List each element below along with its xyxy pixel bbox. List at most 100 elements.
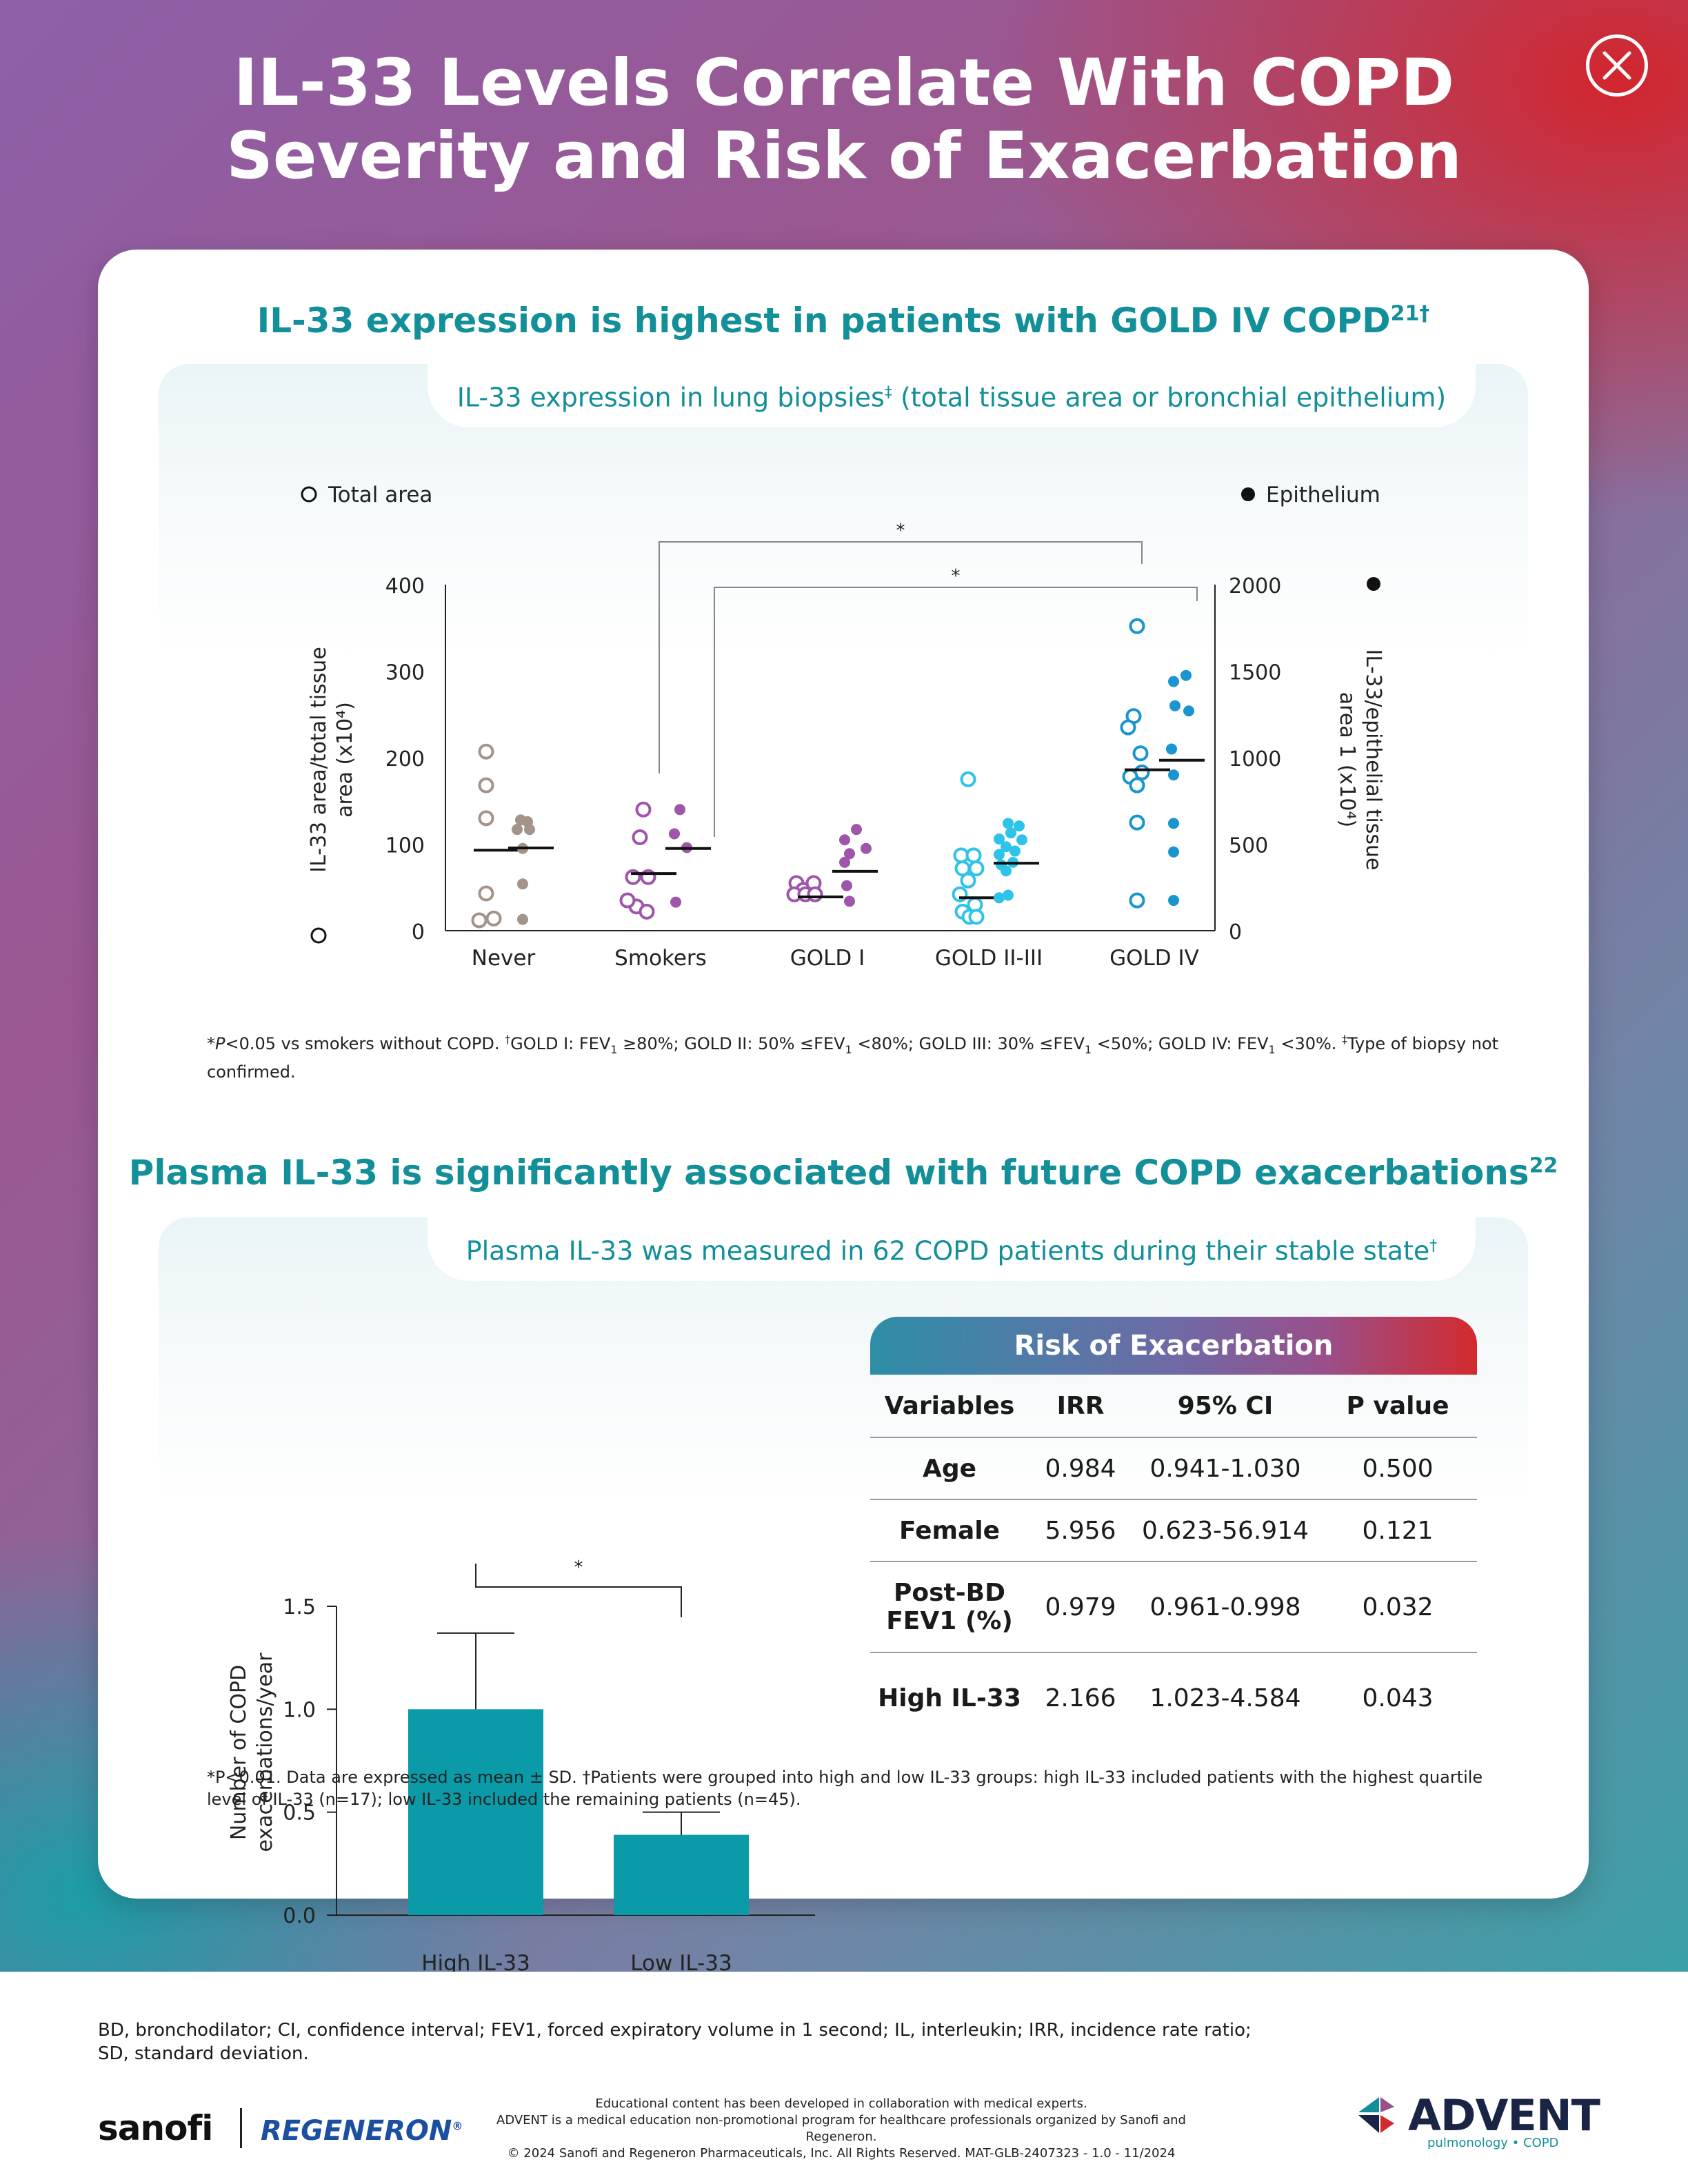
x-tick-label: GOLD IV [1109, 946, 1199, 971]
data-point-epithelium [844, 896, 855, 907]
data-point-epithelium [1009, 845, 1021, 857]
section2-subtitle-sup: † [1429, 1237, 1438, 1255]
legend-filled-marker [1367, 577, 1380, 591]
section1-title-sup: 21† [1390, 301, 1430, 326]
risk-cell-variable: Age [870, 1437, 1029, 1500]
data-point-epithelium [512, 824, 523, 836]
abbreviations-line1: BD, bronchodilator; CI, confidence inter… [98, 2020, 1252, 2041]
data-point-epithelium [839, 856, 850, 868]
risk-table-row: High IL-33 2.166 1.023-4.584 0.043 [870, 1652, 1477, 1743]
data-point-epithelium [1180, 669, 1192, 681]
bar-significance-label: * [574, 1557, 583, 1578]
legend-open-marker [310, 927, 327, 944]
data-point-total-area [478, 743, 494, 760]
data-point-total-area [639, 903, 655, 920]
section1-panel: IL-33 expression in lung biopsies‡ (tota… [159, 364, 1528, 660]
data-point-epithelium [994, 833, 1005, 845]
risk-table-header-row: Variables IRR 95% CI P value [870, 1375, 1477, 1438]
section2-subtitle: Plasma IL-33 was measured in 62 COPD pat… [428, 1217, 1476, 1281]
section1-subtitle: IL-33 expression in lung biopsies‡ (tota… [428, 364, 1476, 427]
y-axis-left-title: IL-33 area/total tissue area (x10⁴) [307, 647, 357, 944]
legend-epithelium-icon [1241, 487, 1255, 501]
y-axis-right-title-line2: area 1 (x10⁴) [1335, 692, 1359, 827]
bar-y-tick-label: 0.5 [283, 1801, 316, 1826]
y-tick-left: 300 [385, 661, 425, 685]
close-button[interactable] [1586, 34, 1648, 97]
bar-y-tick-label: 1.0 [283, 1698, 316, 1722]
risk-table-row: Female 5.956 0.623-56.914 0.121 [870, 1499, 1477, 1562]
data-point-total-area [968, 860, 985, 877]
data-point-total-area [478, 810, 494, 827]
advent-logo: ADVENT pulmonology • COPD [1352, 2090, 1600, 2152]
risk-cell-ci: 0.961-0.998 [1132, 1561, 1318, 1653]
data-point-epithelium [1003, 818, 1014, 829]
data-point-epithelium [1001, 865, 1012, 877]
risk-cell-irr: 5.956 [1029, 1499, 1132, 1562]
data-point-total-area [485, 910, 502, 927]
x-tick-label: Never [472, 946, 536, 971]
data-point-epithelium [861, 842, 872, 854]
data-point-epithelium [841, 880, 852, 891]
y-axis-left-title-line2: area (x10⁴) [333, 702, 357, 818]
legal-line3: © 2024 Sanofi and Regeneron Pharmaceutic… [507, 2146, 1176, 2161]
risk-table-grid: Variables IRR 95% CI P value Age 0.984 0.9… [870, 1375, 1477, 1743]
data-point-epithelium [524, 824, 535, 836]
risk-table-title: Risk of Exacerbation [870, 1317, 1477, 1375]
bar-y-tick-label: 1.5 [283, 1595, 316, 1619]
risk-table-row: Post-BD FEV1 (%) 0.979 0.961-0.998 0.032 [870, 1561, 1477, 1653]
y-tick-right: 0 [1229, 920, 1242, 944]
x-tick-label: GOLD I [790, 946, 865, 971]
section1-title-text: IL-33 expression is highest in patients … [257, 301, 1391, 341]
risk-cell-p: 0.500 [1318, 1437, 1477, 1500]
advent-logo-subtitle: pulmonology • COPD [1427, 2136, 1559, 2150]
regeneron-logo-text: REGENERON [261, 2115, 452, 2147]
data-point-total-area [960, 771, 976, 787]
data-point-total-area [1129, 618, 1145, 634]
section1-subtitle-sup: ‡ [884, 384, 892, 401]
y-axis-right-title-line1: IL-33/epithelial tissue [1361, 649, 1385, 871]
data-point-total-area [1129, 777, 1145, 793]
title-line-2: Severity and Risk of Exacerbation [226, 119, 1462, 194]
legal-text: Educational content has been developed i… [483, 2096, 1200, 2162]
data-point-epithelium [1169, 700, 1180, 711]
legal-line1: Educational content has been developed i… [595, 2096, 1087, 2111]
data-point-total-area [1120, 719, 1136, 736]
regeneron-logo: REGENERON® [261, 2115, 463, 2147]
data-point-epithelium [1168, 895, 1179, 907]
data-point-total-area [635, 801, 652, 818]
significance-label-1: * [896, 520, 905, 541]
bar-significance-bracket [475, 1564, 682, 1617]
risk-cell-variable: Female [870, 1499, 1029, 1562]
abbreviations: BD, bronchodilator; CI, confidence inter… [98, 2019, 1270, 2065]
data-point-epithelium [674, 804, 685, 816]
data-point-total-area [478, 777, 494, 793]
data-point-epithelium [670, 896, 681, 908]
data-point-epithelium [669, 828, 680, 840]
data-point-total-area [1129, 892, 1145, 909]
y-tick-right: 1500 [1229, 661, 1281, 685]
data-point-epithelium [1183, 705, 1194, 717]
data-point-epithelium [1168, 818, 1179, 829]
x-tick-label: Smokers [614, 946, 707, 971]
data-point-epithelium [1016, 834, 1027, 846]
section2-title-text: Plasma IL-33 is significantly associated… [128, 1153, 1529, 1193]
risk-cell-irr: 2.166 [1045, 1684, 1116, 1712]
bar-y-axis-title-line1: Number of COPD [227, 1665, 251, 1840]
section2-title-sup: 22 [1529, 1153, 1558, 1178]
advent-logo-text: ADVENT [1408, 2090, 1600, 2141]
content-card: IL-33 expression is highest in patients … [98, 250, 1589, 1976]
risk-table-row: Age 0.984 0.941-1.030 0.500 [870, 1437, 1477, 1500]
y-axis-left-title-line1: IL-33 area/total tissue [307, 647, 331, 873]
risk-cell-variable: Post-BD FEV1 (%) [870, 1561, 1029, 1653]
y-tick-left: 400 [385, 574, 425, 598]
data-point-epithelium [1168, 676, 1179, 687]
y-tick-left: 100 [385, 834, 425, 858]
data-point-epithelium [1014, 820, 1025, 832]
data-point-epithelium [1005, 827, 1016, 839]
section1-subtitle-text2: (total tissue area or bronchial epitheli… [892, 382, 1447, 413]
bar-y-tick-label: 0.0 [283, 1904, 316, 1928]
data-point-total-area [807, 886, 823, 902]
